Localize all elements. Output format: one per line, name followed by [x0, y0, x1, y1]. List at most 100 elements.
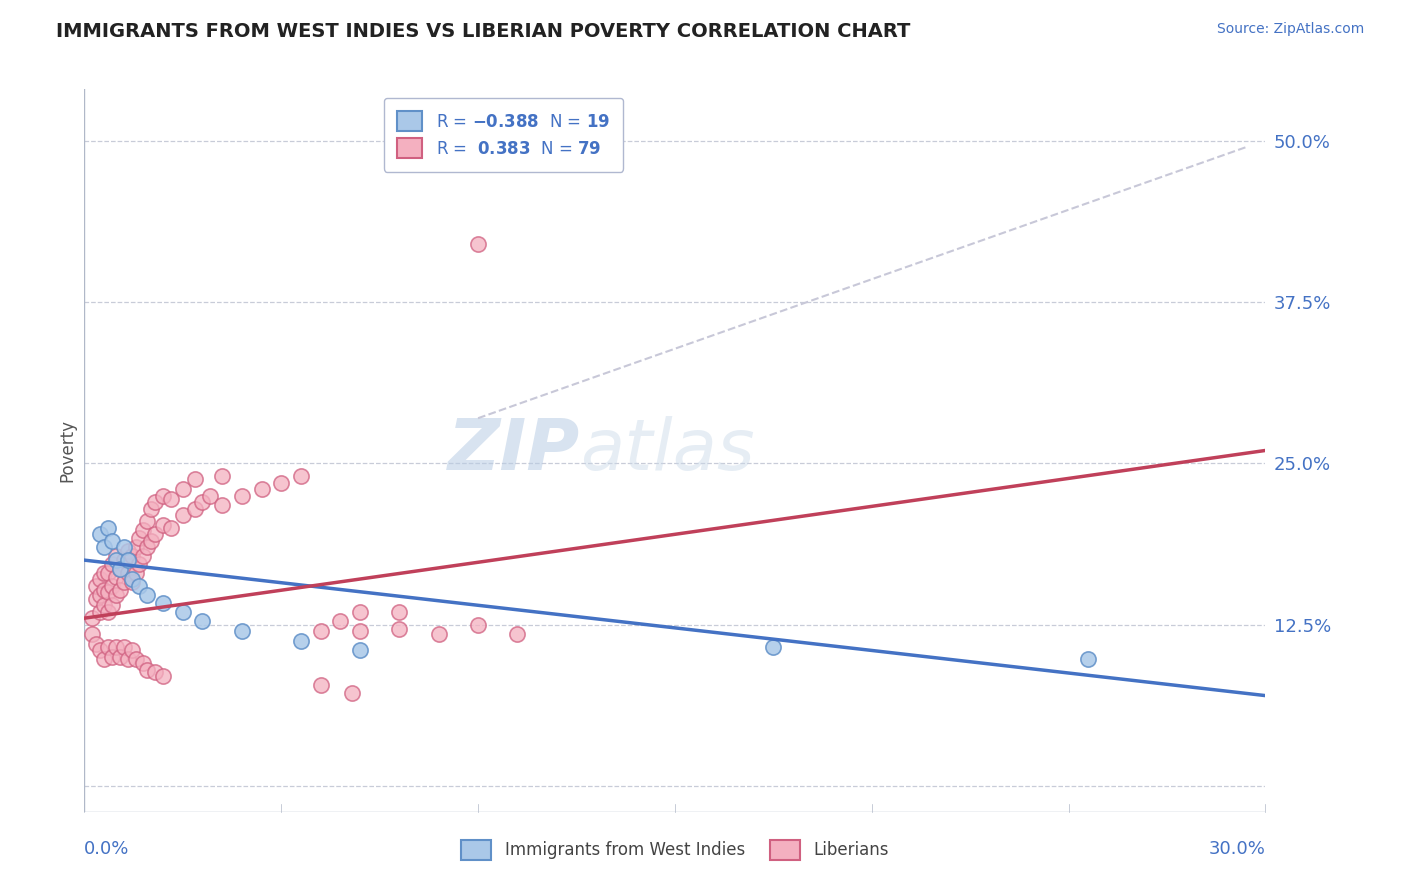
Point: [121, 643, 143, 657]
Point: [101, 579, 124, 593]
Point: [427, 626, 450, 640]
Point: [121, 573, 143, 587]
Point: [467, 237, 489, 252]
Point: [143, 665, 166, 680]
Point: [211, 498, 233, 512]
Text: ZIP: ZIP: [449, 416, 581, 485]
Point: [124, 652, 146, 666]
Point: [132, 657, 155, 671]
Point: [152, 518, 174, 533]
Point: [191, 495, 214, 509]
Point: [108, 562, 131, 576]
Point: [231, 624, 253, 639]
Point: [183, 472, 205, 486]
Point: [143, 527, 166, 541]
Point: [160, 521, 183, 535]
Point: [132, 549, 155, 564]
Point: [108, 649, 131, 664]
Point: [97, 640, 120, 654]
Point: [290, 634, 312, 648]
Point: [762, 640, 785, 654]
Point: [132, 524, 155, 538]
Point: [152, 489, 174, 503]
Point: [112, 640, 135, 654]
Point: [97, 566, 120, 580]
Point: [82, 611, 104, 625]
Point: [89, 527, 111, 541]
Point: [143, 495, 166, 509]
Point: [141, 533, 163, 548]
Point: [211, 469, 233, 483]
Point: [97, 605, 120, 619]
Point: [141, 501, 163, 516]
Point: [89, 573, 111, 587]
Point: [152, 669, 174, 683]
Point: [121, 575, 143, 590]
Point: [136, 588, 159, 602]
Point: [349, 624, 371, 639]
Point: [121, 549, 143, 564]
Point: [183, 501, 205, 516]
Point: [1077, 652, 1099, 666]
Point: [93, 540, 115, 554]
Point: [89, 605, 111, 619]
Point: [329, 614, 352, 628]
Point: [136, 540, 159, 554]
Point: [104, 549, 127, 564]
Point: [101, 599, 124, 613]
Point: [172, 605, 194, 619]
Point: [108, 562, 131, 576]
Point: [128, 531, 150, 545]
Point: [84, 591, 107, 606]
Point: [89, 588, 111, 602]
Point: [93, 582, 115, 597]
Point: [117, 652, 139, 666]
Point: [128, 557, 150, 571]
Point: [93, 566, 115, 580]
Point: [290, 469, 312, 483]
Point: [93, 652, 115, 666]
Point: [101, 557, 124, 571]
Point: [172, 508, 194, 522]
Point: [349, 643, 371, 657]
Point: [89, 643, 111, 657]
Point: [309, 678, 332, 692]
Point: [104, 640, 127, 654]
Point: [250, 482, 273, 496]
Point: [93, 599, 115, 613]
Point: [112, 540, 135, 554]
Point: [349, 605, 371, 619]
Point: [128, 579, 150, 593]
Point: [506, 626, 529, 640]
Point: [97, 585, 120, 599]
Point: [160, 492, 183, 507]
Point: [104, 588, 127, 602]
Point: [104, 570, 127, 584]
Point: [101, 649, 124, 664]
Point: [82, 626, 104, 640]
Point: [340, 686, 363, 700]
Point: [108, 582, 131, 597]
Point: [309, 624, 332, 639]
Point: [117, 544, 139, 558]
Point: [388, 622, 411, 636]
Point: [112, 553, 135, 567]
Point: [124, 540, 146, 554]
Legend: Immigrants from West Indies, Liberians: Immigrants from West Indies, Liberians: [453, 831, 897, 869]
Point: [172, 482, 194, 496]
Point: [270, 475, 292, 490]
Point: [112, 575, 135, 590]
Text: IMMIGRANTS FROM WEST INDIES VS LIBERIAN POVERTY CORRELATION CHART: IMMIGRANTS FROM WEST INDIES VS LIBERIAN …: [56, 22, 911, 41]
Point: [191, 614, 214, 628]
Text: 0.0%: 0.0%: [84, 840, 129, 858]
Text: 30.0%: 30.0%: [1209, 840, 1265, 858]
Point: [84, 637, 107, 651]
Point: [388, 605, 411, 619]
Y-axis label: Poverty: Poverty: [58, 419, 76, 482]
Point: [104, 553, 127, 567]
Point: [136, 515, 159, 529]
Point: [136, 663, 159, 677]
Point: [117, 553, 139, 567]
Point: [152, 596, 174, 610]
Point: [101, 533, 124, 548]
